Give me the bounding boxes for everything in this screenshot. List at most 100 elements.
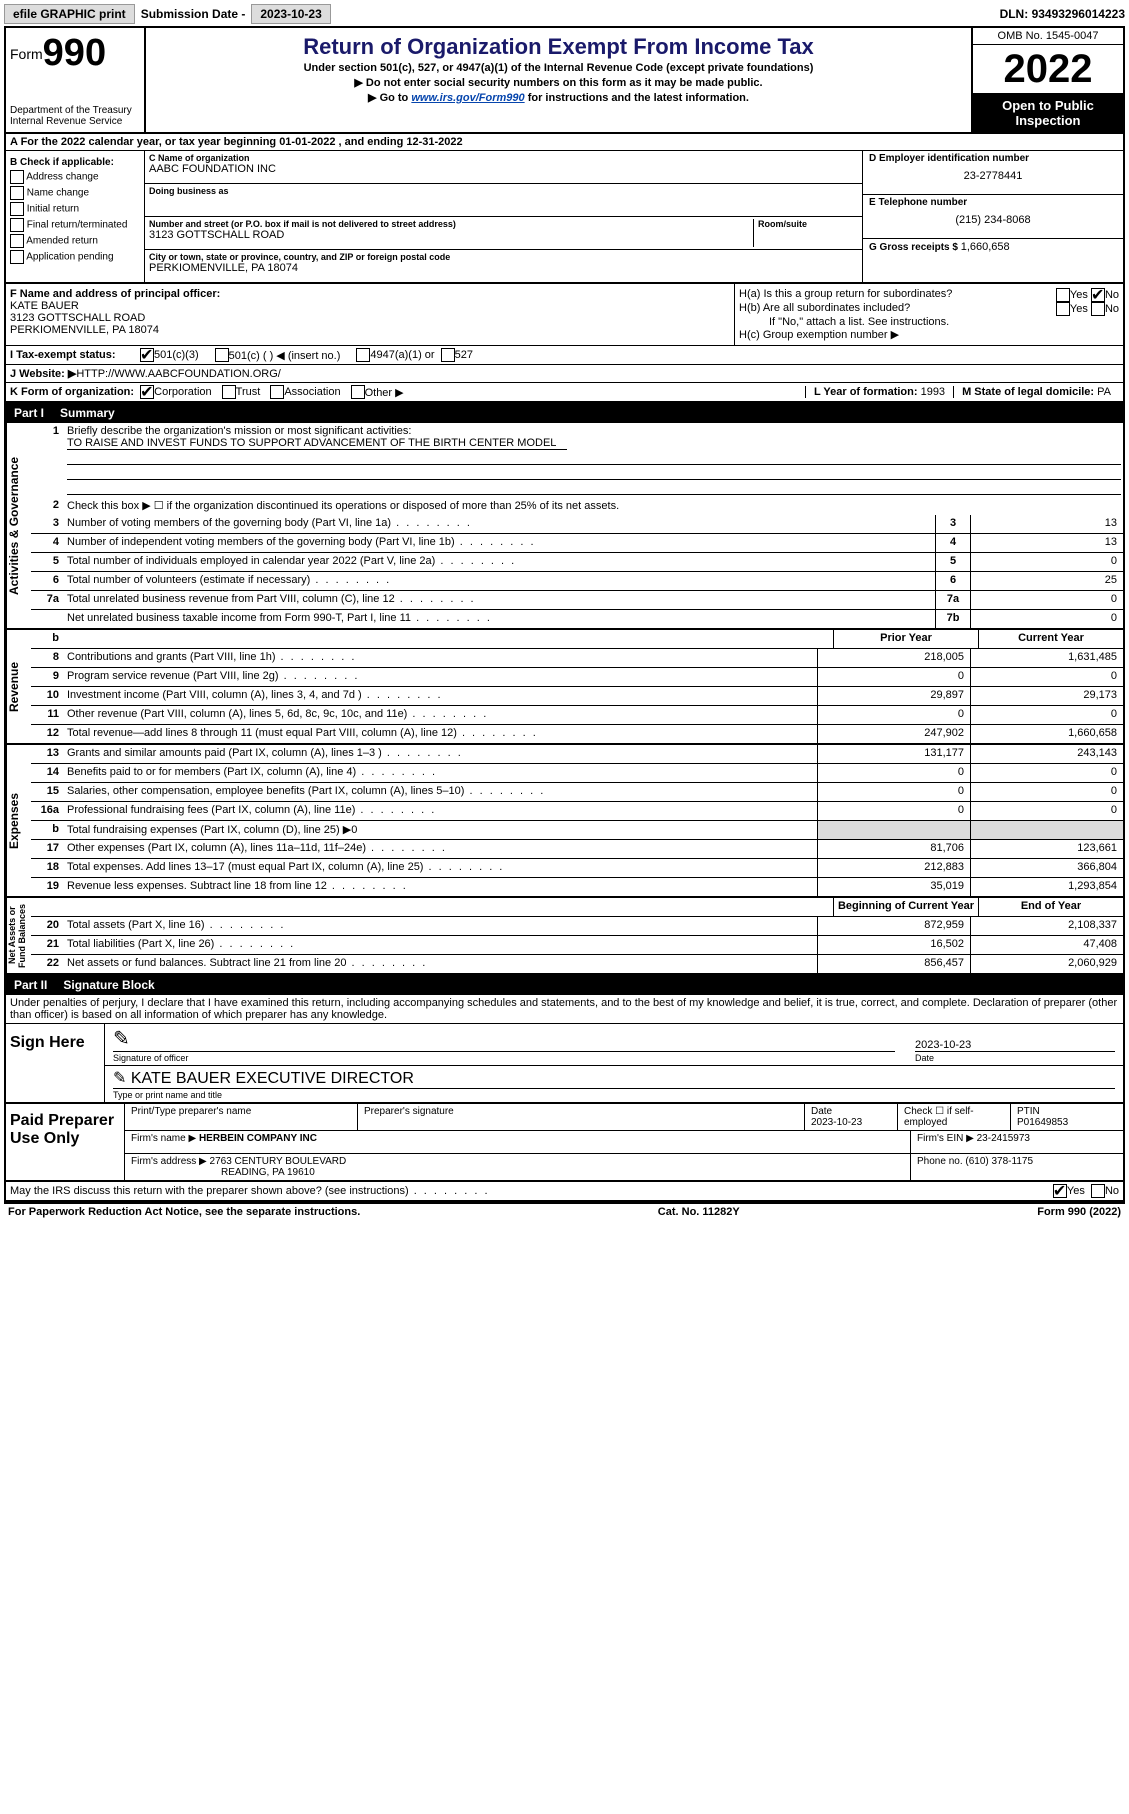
data-row: 9 Program service revenue (Part VIII, li… xyxy=(31,668,1123,687)
cb-assoc[interactable] xyxy=(270,385,284,399)
q1-label: Briefly describe the organization's miss… xyxy=(67,425,411,437)
open-inspection: Open to Public Inspection xyxy=(973,94,1123,132)
form-word: Form xyxy=(10,46,43,62)
irs-link[interactable]: www.irs.gov/Form990 xyxy=(411,92,524,104)
discuss-label: May the IRS discuss this return with the… xyxy=(10,1185,490,1197)
efile-button[interactable]: efile GRAPHIC print xyxy=(4,4,135,24)
gov-row: 3 Number of voting members of the govern… xyxy=(31,515,1123,534)
hb-label: H(b) Are all subordinates included? xyxy=(739,302,910,316)
m-block: M State of legal domicile: PA xyxy=(953,386,1119,398)
cb-4947[interactable] xyxy=(356,348,370,362)
data-row: 20 Total assets (Part X, line 16) 872,95… xyxy=(31,917,1123,936)
submission-date-button[interactable]: 2023-10-23 xyxy=(251,4,330,24)
street-address: 3123 GOTTSCHALL ROAD xyxy=(149,229,753,241)
room-label: Room/suite xyxy=(758,219,858,229)
cb-pending[interactable]: Application pending xyxy=(10,250,140,264)
prep-header-row: Print/Type preparer's name Preparer's si… xyxy=(125,1104,1123,1131)
page-footer: For Paperwork Reduction Act Notice, see … xyxy=(4,1204,1125,1220)
data-row: 12 Total revenue—add lines 8 through 11 … xyxy=(31,725,1123,743)
data-row: 14 Benefits paid to or for members (Part… xyxy=(31,764,1123,783)
cb-527[interactable] xyxy=(441,348,455,362)
row-a-period: A For the 2022 calendar year, or tax yea… xyxy=(6,134,1123,151)
officer-addr2: PERKIOMENVILLE, PA 18074 xyxy=(10,324,730,336)
h-block: H(a) Is this a group return for subordin… xyxy=(734,284,1123,345)
cb-initial-return[interactable]: Initial return xyxy=(10,202,140,216)
officer-name: KATE BAUER xyxy=(10,300,730,312)
hdr-end: End of Year xyxy=(978,898,1123,916)
gov-row: 6 Total number of volunteers (estimate i… xyxy=(31,572,1123,591)
l-value: 1993 xyxy=(921,386,945,398)
sig-date-caption: Date xyxy=(915,1051,1115,1063)
phone-value: (215) 234-8068 xyxy=(869,208,1117,232)
form-num: 990 xyxy=(43,32,106,74)
gross-label: G Gross receipts $ xyxy=(869,242,961,253)
data-row: 18 Total expenses. Add lines 13–17 (must… xyxy=(31,859,1123,878)
form-990-container: Form990 Department of the Treasury Inter… xyxy=(4,26,1125,1204)
website-row: J Website: ▶ HTTP://WWW.AABCFOUNDATION.O… xyxy=(6,365,1123,383)
opt-501c3: 501(c)(3) xyxy=(154,349,199,361)
ha-label: H(a) Is this a group return for subordin… xyxy=(739,288,952,302)
gov-row: Net unrelated business taxable income fr… xyxy=(31,610,1123,628)
cb-amended[interactable]: Amended return xyxy=(10,234,140,248)
addr-label: Number and street (or P.O. box if mail i… xyxy=(149,219,753,229)
perjury-declaration: Under penalties of perjury, I declare th… xyxy=(6,995,1123,1023)
cb-name-change[interactable]: Name change xyxy=(10,186,140,200)
org-name: AABC FOUNDATION INC xyxy=(149,163,858,175)
line-1-num: 1 xyxy=(31,423,65,497)
gross-receipts-block: G Gross receipts $ 1,660,658 xyxy=(863,239,1123,282)
sign-here-label: Sign Here xyxy=(6,1024,105,1102)
footer-right: Form 990 (2022) xyxy=(1037,1206,1121,1218)
cb-corp[interactable] xyxy=(140,385,154,399)
data-row: 13 Grants and similar amounts paid (Part… xyxy=(31,745,1123,764)
klm-row: K Form of organization: Corporation Trus… xyxy=(6,383,1123,403)
line-2: Check this box ▶ ☐ if the organization d… xyxy=(65,497,1123,515)
hb-note: If "No," attach a list. See instructions… xyxy=(739,316,1119,328)
gross-value: 1,660,658 xyxy=(961,241,1010,253)
l-label: L Year of formation: xyxy=(814,386,921,398)
city-value: PERKIOMENVILLE, PA 18074 xyxy=(149,262,858,274)
cb-other[interactable] xyxy=(351,385,365,399)
form-header: Form990 Department of the Treasury Inter… xyxy=(6,28,1123,134)
data-row: 17 Other expenses (Part IX, column (A), … xyxy=(31,840,1123,859)
principal-officer: F Name and address of principal officer:… xyxy=(6,284,734,345)
data-row: 21 Total liabilities (Part X, line 26) 1… xyxy=(31,936,1123,955)
expenses-section: Expenses 13 Grants and similar amounts p… xyxy=(6,745,1123,898)
city-row: City or town, state or province, country… xyxy=(145,250,862,282)
footer-mid: Cat. No. 11282Y xyxy=(658,1206,740,1218)
data-row: 10 Investment income (Part VIII, column … xyxy=(31,687,1123,706)
link-note: ▶ Go to www.irs.gov/Form990 for instruct… xyxy=(152,91,965,104)
discuss-row: May the IRS discuss this return with the… xyxy=(6,1182,1123,1202)
city-label: City or town, state or province, country… xyxy=(149,252,858,262)
ha-answer: Yes No xyxy=(1056,288,1119,302)
hdr-prior: Prior Year xyxy=(833,630,978,648)
side-label-exp: Expenses xyxy=(6,745,31,896)
hb-row: H(b) Are all subordinates included? Yes … xyxy=(739,302,1119,316)
preparer-label: Paid Preparer Use Only xyxy=(6,1104,124,1180)
department: Department of the Treasury Internal Reve… xyxy=(10,105,140,127)
firm-addr2: READING, PA 19610 xyxy=(131,1167,315,1178)
cb-501c[interactable] xyxy=(215,348,229,362)
footer-left: For Paperwork Reduction Act Notice, see … xyxy=(8,1206,360,1218)
cb-final-return[interactable]: Final return/terminated xyxy=(10,218,140,232)
website-value[interactable]: HTTP://WWW.AABCFOUNDATION.ORG/ xyxy=(76,368,281,380)
firm-phone: (610) 378-1175 xyxy=(965,1156,1033,1167)
firm-name: HERBEIN COMPANY INC xyxy=(199,1133,317,1144)
net-assets-section: Net Assets orFund Balances Beginning of … xyxy=(6,898,1123,975)
opt-527: 527 xyxy=(455,349,473,361)
cb-trust[interactable] xyxy=(222,385,236,399)
ssn-note: ▶ Do not enter social security numbers o… xyxy=(152,76,965,89)
dln: DLN: 93493296014223 xyxy=(1000,7,1125,21)
f-label: F Name and address of principal officer: xyxy=(10,288,730,300)
top-bar: efile GRAPHIC print Submission Date - 20… xyxy=(4,4,1125,24)
cb-address-change[interactable]: Address change xyxy=(10,170,140,184)
cb-501c3[interactable] xyxy=(140,348,154,362)
tax-status-row: I Tax-exempt status: 501(c)(3) 501(c) ( … xyxy=(6,346,1123,365)
hdr-curr: Current Year xyxy=(978,630,1123,648)
tax-year: 2022 xyxy=(973,45,1123,94)
note2-pre: ▶ Go to xyxy=(368,92,411,104)
i-label: I Tax-exempt status: xyxy=(10,349,140,361)
firm-addr-row: Firm's address ▶ 2763 CENTURY BOULEVARD … xyxy=(125,1154,1123,1180)
side-label-rev: Revenue xyxy=(6,630,31,743)
data-row: b Total fundraising expenses (Part IX, c… xyxy=(31,821,1123,840)
line-2-num: 2 xyxy=(31,497,65,515)
